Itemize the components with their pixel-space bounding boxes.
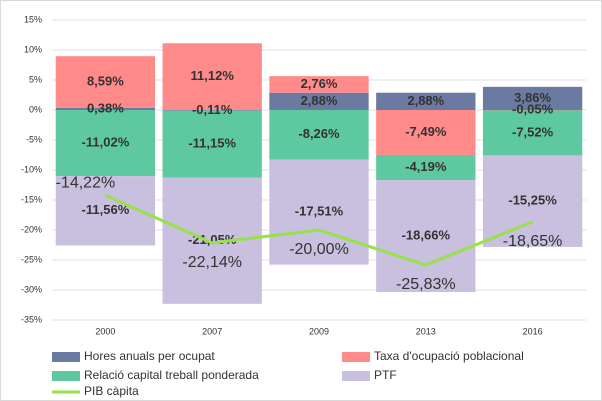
data-label: 0,38%: [87, 100, 124, 115]
legend-swatch: [52, 352, 80, 362]
data-label: -15,25%: [508, 193, 557, 208]
data-label: -0,11%: [192, 102, 233, 117]
data-label: -18,66%: [402, 227, 451, 242]
y-tick-label: -35%: [21, 314, 42, 324]
bar-segment: [376, 180, 476, 293]
data-label: -7,52%: [512, 124, 554, 139]
data-label: -17,51%: [295, 204, 344, 219]
bar-segment: [55, 56, 156, 108]
bar-segment: [376, 154, 476, 181]
bar-segment: [269, 110, 369, 160]
y-tick-label: 0%: [29, 104, 42, 114]
y-tick-label: 10%: [24, 44, 42, 54]
bar-segment: [55, 107, 156, 110]
y-tick-label: -25%: [21, 254, 42, 264]
x-tick-label: 2009: [309, 326, 329, 336]
y-tick-label: -10%: [21, 164, 42, 174]
bar-segment: [162, 43, 262, 110]
bar-segment: [482, 110, 583, 111]
data-label: -11,56%: [82, 202, 130, 217]
data-label: -4,19%: [405, 159, 447, 174]
data-label: 11,12%: [191, 68, 235, 83]
x-tick-label: 2007: [202, 326, 222, 336]
bar-segment: [55, 110, 156, 177]
y-tick-label: -5%: [26, 134, 42, 144]
legend-swatch: [342, 371, 370, 381]
line-label: -14,22%: [56, 175, 116, 192]
bar-segment: [482, 86, 583, 110]
data-label: 2,76%: [301, 76, 338, 91]
legend-label: PIB càpita: [84, 384, 139, 398]
bar-segment: [482, 110, 583, 156]
data-label: 8,59%: [87, 73, 124, 88]
line-label: -18,65%: [503, 233, 563, 250]
bar-segment: [376, 92, 476, 110]
y-tick-label: 15%: [24, 14, 42, 24]
data-label: -0,05%: [512, 102, 554, 117]
line: [104, 193, 534, 267]
data-label: -8,26%: [298, 126, 340, 141]
bar-segment: [482, 155, 583, 247]
y-tick-label: -20%: [21, 224, 42, 234]
legend-label: Taxa d'ocupació poblacional: [374, 349, 524, 363]
bar-segment: [269, 76, 369, 93]
line-label: -20,00%: [289, 241, 349, 258]
line-label: -25,83%: [396, 276, 456, 293]
bar-segment: [162, 177, 262, 304]
bar-segment: [376, 110, 476, 155]
bar-segment: [269, 92, 369, 110]
data-label: 2,88%: [407, 93, 444, 108]
legend-label: Hores anuals per ocupat: [84, 349, 215, 363]
bar-segment: [162, 110, 262, 111]
legend-swatch: [52, 371, 80, 381]
data-label: 3,86%: [514, 90, 551, 105]
y-tick-label: -15%: [21, 194, 42, 204]
data-label: -11,15%: [188, 136, 236, 151]
legend-label: PTF: [374, 368, 397, 382]
legend-label: Relació capital treball ponderada: [84, 368, 259, 382]
x-tick-label: 2000: [95, 326, 115, 336]
x-tick-label: 2013: [416, 326, 436, 336]
line-label: -22,14%: [182, 254, 242, 271]
legend-swatch: [342, 352, 370, 362]
x-tick-label: 2016: [523, 326, 543, 336]
data-label: -7,49%: [405, 124, 447, 139]
bar-segment: [162, 110, 262, 178]
y-tick-label: -30%: [21, 284, 42, 294]
data-label: -11,02%: [82, 134, 130, 149]
y-tick-label: 5%: [29, 74, 42, 84]
bar-segment: [269, 159, 369, 265]
data-label: 2,88%: [301, 93, 338, 108]
